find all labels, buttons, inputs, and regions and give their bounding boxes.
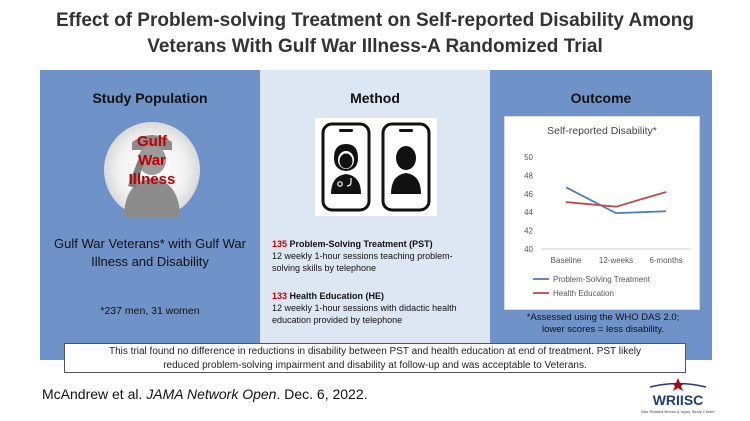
outcome-note-line-1: *Assessed using the WHO DAS 2.0;: [526, 312, 680, 323]
y-tick-label: 48: [524, 171, 533, 180]
x-tick-label: 6-months: [649, 256, 682, 265]
summary-line-2: reduced problem-solving impairment and d…: [163, 360, 587, 371]
he-description-line-1: 12 weekly 1-hour sessions with didactic …: [272, 303, 457, 313]
wriisc-logo: WRIISC War Related Illness & Injury Stud…: [636, 376, 720, 416]
pst-description-line-2: solving skills by telephone: [272, 263, 377, 273]
he-arm-title: 133 Health Education (HE): [272, 290, 486, 302]
pst-name: Problem-Solving Treatment (PST): [289, 239, 433, 249]
pst-arm: 135 Problem-Solving Treatment (PST) 12 w…: [272, 238, 486, 274]
population-note: *237 men, 31 women: [100, 305, 200, 317]
legend-label: Problem-Solving Treatment: [553, 275, 651, 284]
series-line: [565, 186, 667, 215]
citation: McAndrew et al. JAMA Network Open. Dec. …: [42, 386, 368, 402]
x-tick-label: 12-weeks: [599, 256, 633, 265]
badge-line-3: Illness: [128, 171, 176, 188]
legend-label: Health Education: [553, 289, 614, 298]
pst-count: 135: [272, 239, 288, 249]
badge-line-2: War: [138, 152, 166, 169]
he-description-line-2: education provided by telephone: [272, 315, 403, 325]
outcome-panel: Outcome Self-reported Disability* 40 42 44…: [490, 70, 712, 360]
x-tick-label: Baseline: [551, 256, 582, 265]
citation-authors: McAndrew et al.: [42, 386, 147, 402]
title-line-1: Effect of Problem-solving Treatment on S…: [56, 10, 694, 31]
chart-canvas: 40 42 44 46 48 50 Baseline 12-weeks 6-months Prob…: [524, 153, 691, 298]
y-tick-label: 50: [524, 153, 533, 162]
citation-date: . Dec. 6, 2022.: [276, 386, 368, 402]
badge-line-1: Gulf: [137, 133, 167, 150]
svg-text:War Related Illness & Injury S: War Related Illness & Injury Study Cente…: [641, 409, 715, 414]
gulf-war-illness-badge: Gulf War Illness: [102, 132, 202, 189]
series-line: [565, 191, 667, 208]
pst-description-line-1: 12 weekly 1-hour sessions teaching probl…: [272, 251, 453, 261]
he-arm: 133 Health Education (HE) 12 weekly 1-ho…: [272, 290, 486, 326]
population-description: Gulf War Veterans* with Gulf War Illness…: [54, 236, 246, 269]
outcome-note-line-2: lower scores = less disability.: [541, 324, 665, 335]
y-tick-label: 40: [524, 245, 533, 254]
svg-text:WRIISC: WRIISC: [653, 392, 704, 408]
method-panel: Method 135 Problem-Solving Treatment (PS…: [260, 70, 490, 360]
he-count: 133: [272, 291, 288, 301]
y-tick-label: 42: [524, 227, 533, 236]
telephone-icon: [315, 118, 437, 216]
summary-line-1: This trial found no difference in reduct…: [109, 346, 641, 357]
chart-title: Self-reported Disability*: [547, 125, 657, 137]
outcome-note: *Assessed using the WHO DAS 2.0; lower s…: [500, 312, 706, 336]
summary-box: This trial found no difference in reduct…: [64, 343, 686, 373]
pst-arm-title: 135 Problem-Solving Treatment (PST): [272, 238, 486, 250]
y-tick-label: 46: [524, 190, 533, 199]
soldier-icon: Gulf War Illness: [102, 120, 202, 220]
population-panel: Study Population Gulf War Illness Gulf W…: [40, 70, 260, 360]
method-heading: Method: [350, 90, 400, 106]
he-name: Health Education (HE): [289, 291, 385, 301]
citation-journal: JAMA Network Open: [146, 386, 277, 402]
disability-chart: Self-reported Disability* 40 42 44 46 48 50 Ba…: [504, 116, 700, 310]
y-tick-label: 44: [524, 208, 533, 217]
title-line-2: Veterans With Gulf War Illness-A Randomi…: [147, 36, 603, 57]
population-heading: Study Population: [92, 90, 208, 106]
page-title: Effect of Problem-solving Treatment on S…: [0, 8, 750, 60]
outcome-heading: Outcome: [570, 90, 632, 106]
